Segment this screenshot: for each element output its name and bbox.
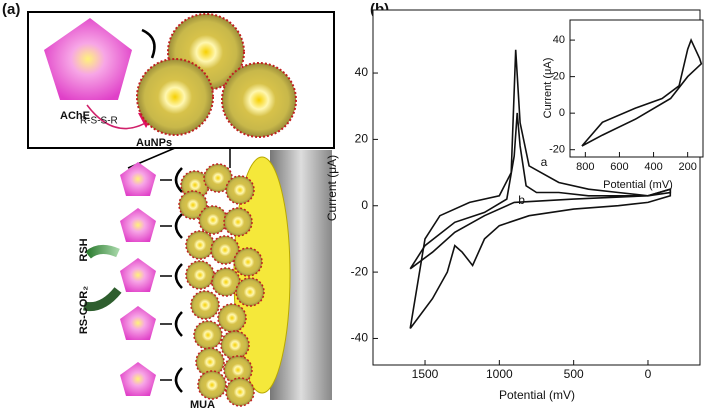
nanoparticle (223, 207, 253, 237)
cv-curve (581, 38, 703, 147)
nanoparticle (185, 230, 215, 260)
nanoparticle (190, 290, 220, 320)
linker-label: R-S-S-R (80, 116, 118, 127)
y-tick-label: 0 (559, 107, 565, 119)
nanoparticle (197, 370, 227, 400)
x-tick-label: 1000 (486, 367, 513, 381)
x-tick-label: 800 (576, 161, 594, 173)
monolayer-label: MUA (190, 399, 215, 411)
nanoparticle (193, 320, 223, 350)
x-tick-label: 0 (645, 367, 652, 381)
enzyme-large (44, 18, 132, 100)
enzyme-label: AChE (60, 110, 90, 122)
curve-label: a (541, 155, 548, 169)
x-axis-label: Potential (mV) (499, 388, 575, 402)
enzyme (120, 208, 156, 242)
nanoparticle (233, 247, 263, 277)
product-label: RS-COR₂ (78, 286, 90, 334)
enzyme (120, 162, 156, 196)
nanoparticles (178, 163, 265, 407)
y-tick-label: 40 (355, 65, 369, 79)
x-axis-label: Potential (mV) (603, 179, 673, 191)
thiol-label: RSH (78, 238, 90, 261)
y-tick-label: -20 (351, 264, 369, 278)
arrow-out (83, 287, 122, 312)
y-tick-label: 40 (553, 34, 565, 46)
nanoparticle (185, 260, 215, 290)
x-tick-label: 1500 (412, 367, 439, 381)
panel-b: 1500 1000 500 0 -40 -20 0 20 40 Potential (mV) Cur… (325, 9, 704, 402)
panel-a: (a) AChE R-S-S-R AuNPs RSH RS-COR₂ MUA (2, 1, 335, 411)
enzyme (120, 362, 156, 396)
nanoparticle (136, 58, 214, 136)
nanoparticle (211, 267, 241, 297)
curve-label: b (518, 193, 525, 207)
y-tick-label: 20 (553, 71, 565, 83)
cv-curve (409, 112, 672, 270)
y-tick-label: -20 (549, 144, 565, 156)
y-tick-label: 0 (361, 198, 368, 212)
enzyme (120, 258, 156, 292)
y-tick-label: -40 (351, 331, 369, 345)
y-axis-label: Current (μA) (325, 155, 339, 221)
nanoparticle (225, 175, 255, 205)
x-tick-label: 200 (678, 161, 696, 173)
y-axis-label: Current (μA) (542, 58, 554, 119)
particles-label: AuNPs (136, 137, 172, 149)
x-tick-label: 600 (610, 161, 628, 173)
enzymes (120, 162, 183, 396)
nanoparticle (220, 330, 250, 360)
nanoparticle (198, 205, 228, 235)
linker (141, 28, 156, 59)
x-tick-label: 500 (564, 367, 584, 381)
panel-label: (a) (2, 1, 20, 18)
enzyme (120, 306, 156, 340)
inset-chart: 800 600 400 200 -20 0 20 40 Potential (mV) Curren… (542, 19, 704, 191)
nanoparticle (235, 277, 265, 307)
arrow-in (85, 245, 120, 259)
x-tick-label: 400 (644, 161, 662, 173)
nanoparticle (221, 62, 297, 138)
y-tick-label: 20 (355, 132, 369, 146)
nanoparticle (225, 377, 255, 407)
nanoparticle (210, 235, 240, 265)
nanoparticle (217, 303, 247, 333)
nanoparticle (178, 190, 208, 220)
